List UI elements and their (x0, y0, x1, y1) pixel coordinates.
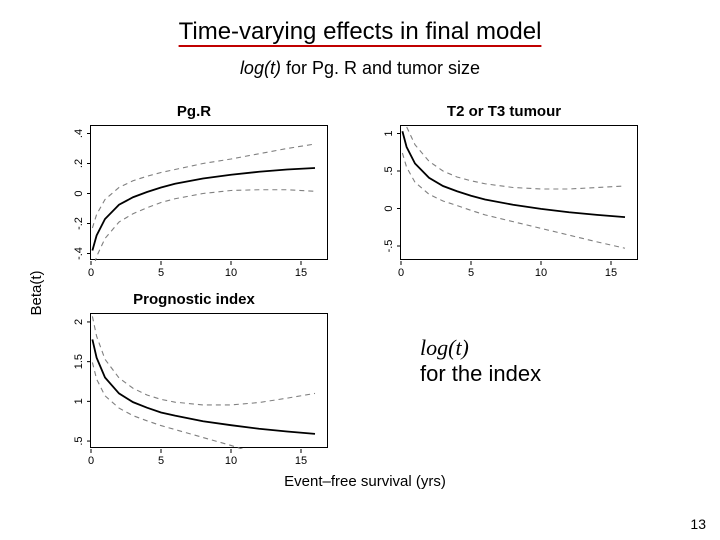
svg-text:1.5: 1.5 (73, 354, 85, 369)
svg-text:.2: .2 (73, 159, 85, 168)
panel-title-t23: T2 or T3 tumour (370, 103, 638, 120)
svg-text:10: 10 (535, 267, 547, 279)
index-annotation: log(t) for the index (420, 335, 541, 387)
svg-text:.4: .4 (73, 129, 85, 138)
page-number: 13 (690, 516, 706, 532)
svg-text:10: 10 (225, 267, 237, 279)
svg-text:.5: .5 (73, 436, 85, 445)
annot-rest: for the index (420, 361, 541, 386)
subtitle-italic: log(t) (240, 58, 281, 78)
plot-t23: 051015-.50.51 (400, 125, 638, 260)
panel-t23: T2 or T3 tumour 051015-.50.51 (370, 125, 638, 282)
svg-text:15: 15 (605, 267, 617, 279)
svg-text:0: 0 (383, 205, 395, 211)
panel-title-pgr: Pg.R (60, 103, 328, 120)
annot-italic: log(t) (420, 335, 469, 360)
svg-text:15: 15 (295, 455, 307, 467)
panel-title-prog: Prognostic index (60, 291, 328, 308)
svg-text:1: 1 (73, 398, 85, 404)
svg-text:-.5: -.5 (383, 240, 395, 253)
svg-text:1: 1 (383, 130, 395, 136)
svg-text:0: 0 (73, 190, 85, 196)
x-axis-label: Event–free survival (yrs) (60, 473, 670, 490)
y-axis-label: Beta(t) (28, 270, 45, 315)
subtitle-rest: for Pg. R and tumor size (281, 58, 480, 78)
svg-text:0: 0 (398, 267, 404, 279)
slide-title: Time-varying effects in final model (0, 18, 720, 46)
plot-pgr: 051015-.4-.20.2.4 (90, 125, 328, 260)
svg-text:0: 0 (88, 455, 94, 467)
panel-pgr: Pg.R 051015-.4-.20.2.4 (60, 125, 328, 282)
svg-text:.5: .5 (383, 166, 395, 175)
svg-text:5: 5 (158, 267, 164, 279)
svg-text:-.4: -.4 (73, 247, 85, 260)
svg-text:2: 2 (73, 319, 85, 325)
slide-subtitle: log(t) for Pg. R and tumor size (0, 58, 720, 79)
svg-text:0: 0 (88, 267, 94, 279)
plot-prog: 051015.511.52 (90, 313, 328, 448)
svg-text:10: 10 (225, 455, 237, 467)
svg-text:15: 15 (295, 267, 307, 279)
svg-text:5: 5 (468, 267, 474, 279)
svg-text:-.2: -.2 (73, 217, 85, 230)
panel-prog: Prognostic index 051015.511.52 (60, 313, 328, 470)
figure-area: Beta(t) Event–free survival (yrs) Pg.R 0… (60, 100, 670, 485)
svg-text:5: 5 (158, 455, 164, 467)
